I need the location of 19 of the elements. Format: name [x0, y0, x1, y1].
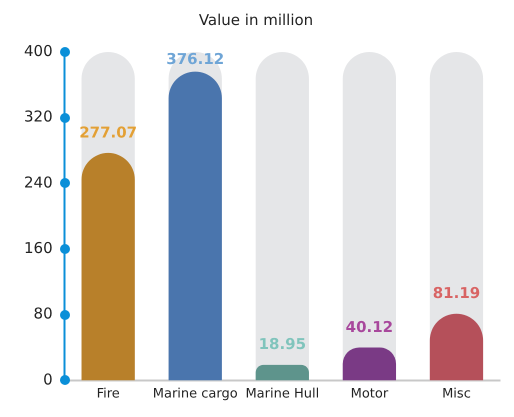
chart-title: Value in million — [198, 10, 314, 29]
data-label: 40.12 — [346, 318, 394, 336]
y-tick-label: 160 — [24, 238, 53, 257]
x-tick-label: Marine Hull — [245, 386, 320, 402]
y-tick-label: 320 — [24, 108, 53, 126]
y-tick-label: 80 — [34, 304, 53, 323]
x-tick-label: Misc — [442, 386, 471, 402]
x-tick-label: Motor — [350, 386, 389, 402]
y-tick-label: 0 — [43, 370, 53, 388]
x-tick-label: Fire — [96, 386, 120, 402]
bar — [256, 364, 309, 380]
y-tick-label: 240 — [24, 173, 53, 192]
y-tick-label: 400 — [24, 42, 53, 60]
data-label: 18.95 — [258, 335, 306, 354]
data-label: 81.19 — [432, 284, 480, 302]
bar — [342, 347, 396, 380]
data-label: 376.12 — [166, 50, 224, 68]
data-label: 277.07 — [79, 123, 138, 142]
x-tick-label: Marine cargo — [152, 386, 238, 402]
